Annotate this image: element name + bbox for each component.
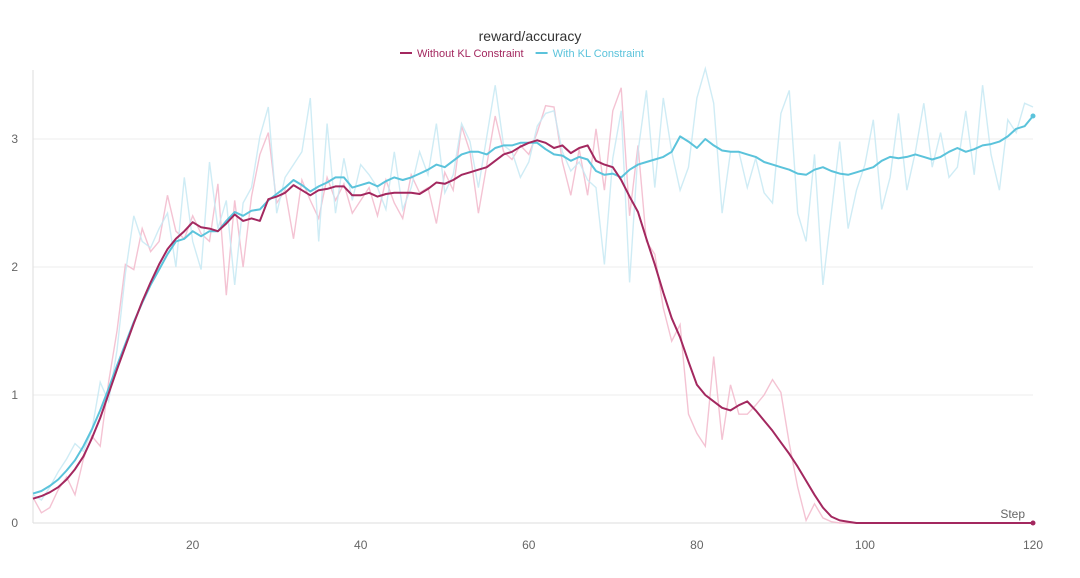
legend-label: Without KL Constraint: [417, 48, 524, 60]
x-tick-label: 100: [855, 538, 875, 552]
series-end-point: [1030, 520, 1036, 526]
y-tick-label: 2: [11, 260, 18, 274]
y-tick-label: 3: [11, 132, 18, 146]
raw-series-layer: [32, 65, 1034, 524]
x-tick-label: 40: [354, 538, 368, 552]
y-tick-label: 0: [11, 516, 18, 530]
axes: [32, 70, 1033, 524]
x-tick-label: 20: [186, 538, 200, 552]
legend-label: With KL Constraint: [553, 48, 644, 60]
raw-series-line-1: [32, 87, 1033, 524]
smoothed-series-line-1: [32, 139, 1033, 524]
series-end-point: [1030, 113, 1036, 119]
smoothed-series-line-2: [32, 115, 1034, 495]
x-tick-label: 80: [690, 538, 704, 552]
smoothed-series-layer: [32, 113, 1036, 526]
y-tick-label: 1: [11, 388, 18, 402]
x-tick-label: 120: [1023, 538, 1043, 552]
chart-title: reward/accuracy: [479, 28, 582, 44]
tick-labels: 0 1 2 3 20 40 60 80 100 120: [11, 132, 1043, 552]
legend-item-2[interactable]: With KL Constraint: [535, 48, 644, 60]
x-axis-title: Step: [1000, 507, 1025, 521]
x-tick-label: 60: [522, 538, 536, 552]
gridlines: [33, 138, 1033, 396]
chart-legend: Without KL Constraint With KL Constraint: [400, 48, 644, 60]
legend-item-1[interactable]: Without KL Constraint: [400, 48, 524, 60]
raw-series-line-2: [32, 65, 1034, 501]
